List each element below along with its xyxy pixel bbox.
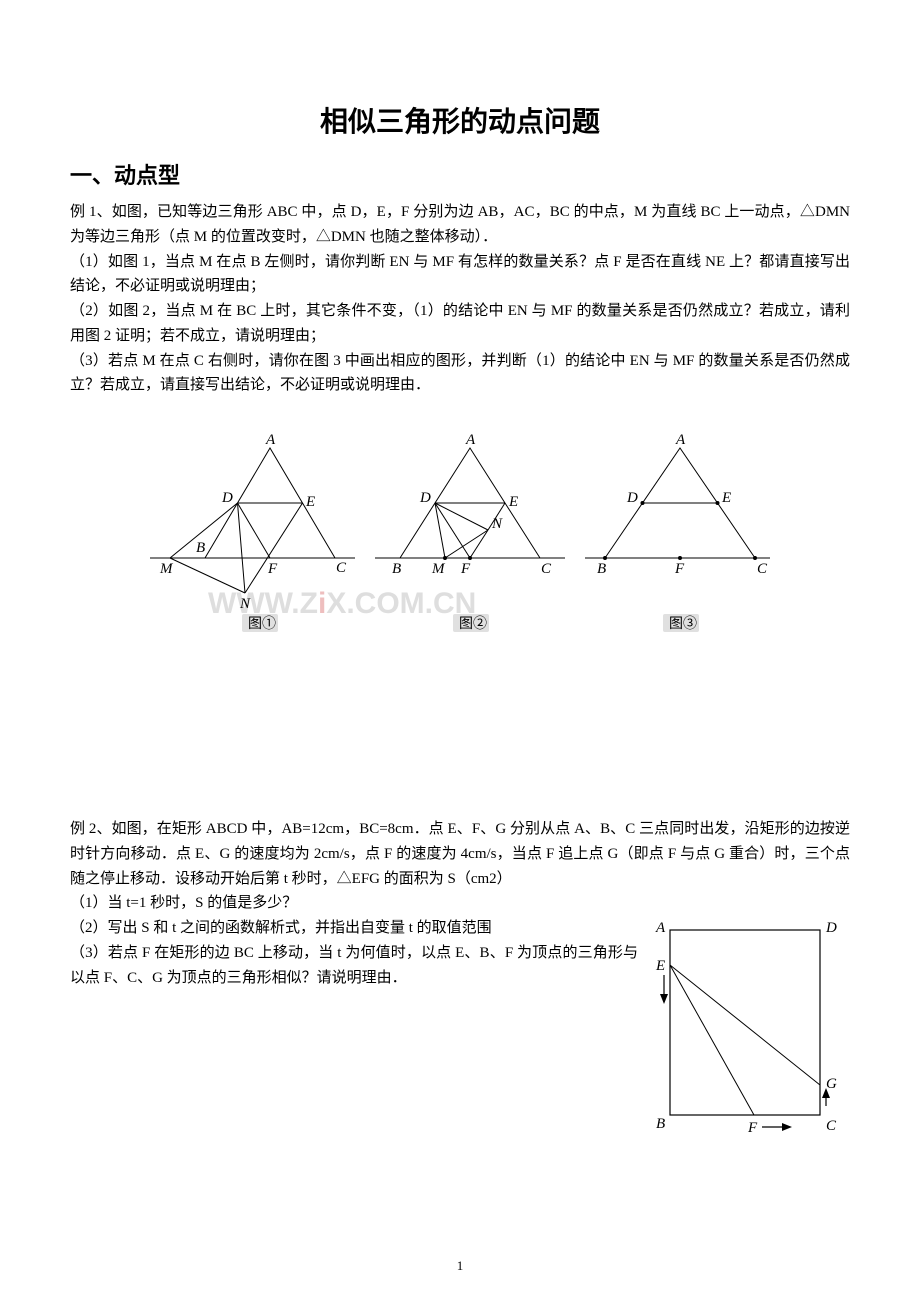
- svg-text:A: A: [675, 432, 686, 448]
- svg-text:A: A: [265, 432, 276, 448]
- svg-text:C: C: [541, 561, 552, 577]
- page-title: 相似三角形的动点问题: [70, 100, 850, 140]
- svg-text:A: A: [465, 432, 476, 448]
- svg-text:B: B: [656, 1116, 665, 1132]
- svg-text:C: C: [826, 1118, 837, 1134]
- svg-text:图③: 图③: [669, 616, 697, 632]
- svg-text:B: B: [392, 561, 401, 577]
- figure-3: A B C D E F 图③: [585, 432, 770, 632]
- section-heading-1: 一、动点型: [70, 158, 850, 190]
- svg-text:E: E: [721, 490, 731, 506]
- svg-text:B: B: [597, 561, 606, 577]
- svg-text:F: F: [674, 561, 685, 577]
- svg-text:C: C: [757, 561, 768, 577]
- svg-text:E: E: [655, 958, 665, 974]
- example-2-q1: （1）当 t=1 秒时，S 的值是多少？: [70, 891, 850, 916]
- svg-text:N: N: [491, 516, 503, 532]
- svg-text:图①: 图①: [248, 616, 276, 632]
- svg-text:D: D: [419, 490, 431, 506]
- page-number: 1: [0, 1258, 920, 1274]
- svg-text:E: E: [305, 494, 315, 510]
- example-1-q3: （3）若点 M 在点 C 右侧时，请你在图 3 中画出相应的图形，并判断（1）的…: [70, 349, 850, 399]
- svg-text:B: B: [196, 540, 205, 556]
- svg-text:A: A: [655, 920, 666, 936]
- svg-text:D: D: [221, 490, 233, 506]
- svg-text:F: F: [267, 561, 278, 577]
- svg-text:D: D: [626, 490, 638, 506]
- svg-text:图②: 图②: [459, 616, 487, 632]
- svg-text:E: E: [508, 494, 518, 510]
- svg-text:F: F: [460, 561, 471, 577]
- example-1-q2: （2）如图 2，当点 M 在 BC 上时，其它条件不变，（1）的结论中 EN 与…: [70, 299, 850, 349]
- svg-text:G: G: [826, 1076, 837, 1092]
- svg-text:N: N: [239, 596, 251, 612]
- svg-text:D: D: [825, 920, 837, 936]
- example-1-stem: 例 1、如图，已知等边三角形 ABC 中，点 D，E，F 分别为边 AB，AC，…: [70, 200, 850, 250]
- svg-text:C: C: [336, 560, 347, 576]
- svg-text:M: M: [431, 561, 446, 577]
- example-1-q1: （1）如图 1，当点 M 在点 B 左侧时，请你判断 EN 与 MF 有怎样的数…: [70, 250, 850, 300]
- example-2-stem: 例 2、如图，在矩形 ABCD 中，AB=12cm，BC=8cm．点 E、F、G…: [70, 817, 850, 891]
- figure-rectangle: E G F A D B C: [650, 920, 850, 1145]
- svg-text:F: F: [747, 1120, 758, 1136]
- svg-text:M: M: [159, 561, 174, 577]
- figure-block-1: WWW.ZiX.COM.CN: [70, 428, 850, 643]
